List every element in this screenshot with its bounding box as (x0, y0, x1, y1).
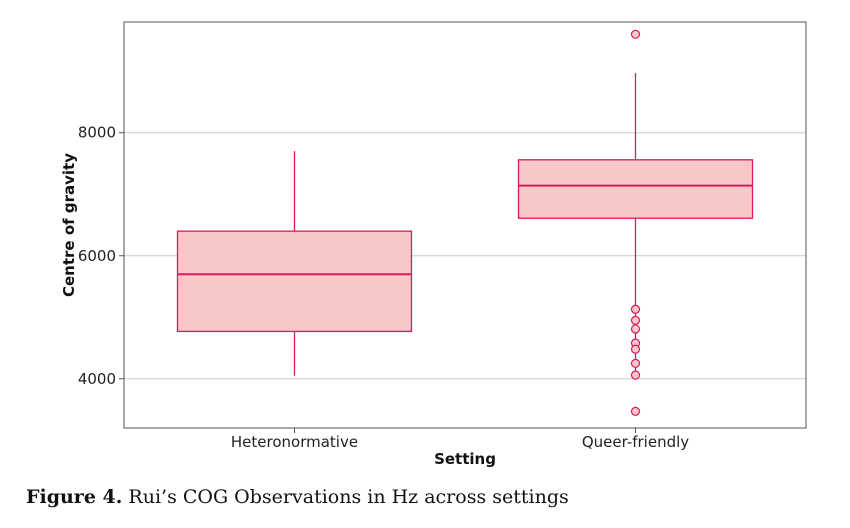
outlier-point-queer-friendly-3 (630, 324, 641, 334)
iqr-box-heteronormative (176, 230, 413, 333)
x-axis-tick-labels: Heteronormative Queer-friendly (231, 428, 689, 451)
box-group-queer-friendly (517, 29, 754, 416)
outlier-point-queer-friendly-6 (630, 358, 641, 369)
figure-caption-label: Figure 4. (26, 486, 123, 508)
outlier-point-queer-friendly-8 (630, 406, 641, 416)
outlier-point-queer-friendly-7 (630, 370, 641, 380)
x-axis-title: Setting (434, 450, 496, 468)
y-tick-label-6000: 6000 (78, 247, 116, 265)
y-axis-ticks: 4000 6000 8000 (78, 124, 124, 388)
figure-caption: Figure 4. Rui’s COG Observations in Hz a… (26, 486, 569, 508)
outlier-point-queer-friendly-5 (630, 344, 641, 354)
figure-caption-text: Rui’s COG Observations in Hz across sett… (128, 486, 569, 508)
plot-frame (123, 21, 807, 429)
box-plot-chart: 4000 6000 8000 Heteronormative Queer-friend… (60, 21, 807, 468)
y-tick-label-8000: 8000 (78, 124, 116, 142)
outlier-point-queer-friendly-0 (630, 29, 641, 39)
x-tick-label-queer-friendly: Queer-friendly (582, 433, 689, 451)
box-group-heteronormative (176, 151, 413, 376)
y-tick-label-4000: 4000 (78, 370, 116, 388)
y-axis-title: Centre of gravity (60, 153, 78, 297)
boxes (176, 29, 754, 416)
iqr-box-queer-friendly (517, 159, 754, 219)
x-tick-label-heteronormative: Heteronormative (231, 433, 358, 451)
outlier-point-queer-friendly-2 (630, 315, 641, 325)
outlier-point-queer-friendly-1 (630, 304, 641, 314)
